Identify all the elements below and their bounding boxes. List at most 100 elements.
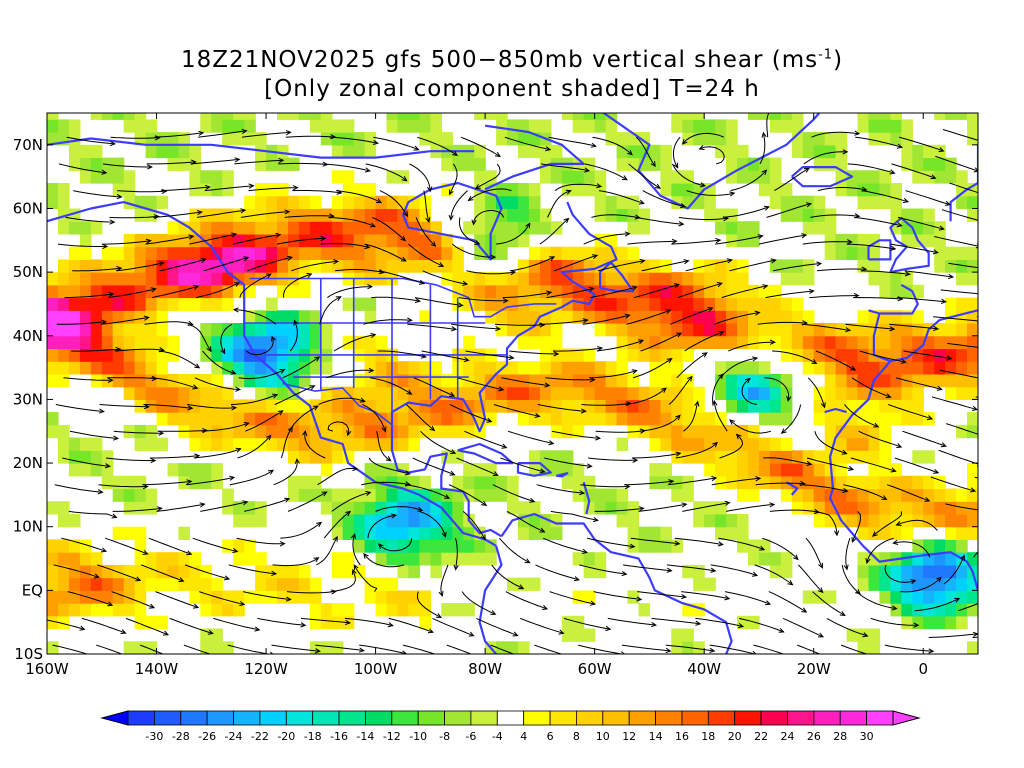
shear-cell <box>539 386 552 400</box>
streamline-arrowhead <box>675 414 681 421</box>
streamline <box>204 185 254 192</box>
shear-cell <box>737 233 749 248</box>
streamline <box>884 644 934 652</box>
streamline-arrowhead <box>100 547 108 553</box>
shear-cell <box>47 113 59 120</box>
shear-cell <box>824 412 837 426</box>
shear-cell <box>298 590 311 604</box>
shear-cell <box>167 412 180 426</box>
shear-cell <box>594 399 607 413</box>
shear-cell <box>945 501 957 515</box>
shear-cell <box>671 119 683 133</box>
shear-cell <box>342 221 355 235</box>
shear-cell <box>780 374 793 388</box>
shear-cell <box>693 564 705 579</box>
streamline <box>898 136 944 152</box>
shear-cell <box>277 424 289 439</box>
shear-cell <box>813 501 826 515</box>
colorbar-bin <box>787 710 815 726</box>
shear-cell <box>627 195 640 209</box>
streamline <box>713 400 728 432</box>
streamline-arrowhead <box>889 326 896 332</box>
shear-cell <box>68 323 81 337</box>
shear-cell <box>791 450 804 464</box>
shear-cell <box>386 603 399 617</box>
streamline-arrowhead <box>595 435 602 441</box>
shear-cell <box>550 170 563 184</box>
shear-cell <box>79 323 92 337</box>
colorbar-bin <box>707 710 736 726</box>
shear-cell <box>123 310 136 324</box>
shear-cell <box>835 183 848 197</box>
streamline <box>665 644 715 652</box>
streamline <box>111 591 155 609</box>
streamline-arrowhead <box>954 597 961 603</box>
shear-cell <box>342 399 355 413</box>
shear-cell <box>791 119 804 133</box>
shear-cell <box>408 437 420 451</box>
shear-cell <box>594 412 607 426</box>
shear-cell <box>463 526 475 540</box>
shear-cell <box>967 641 978 654</box>
shear-cell <box>846 374 859 388</box>
streamline-arrowhead <box>266 434 272 441</box>
shear-cell <box>68 335 81 350</box>
streamline <box>440 564 449 597</box>
streamline <box>547 190 571 218</box>
shear-cell <box>430 488 442 502</box>
shear-cell <box>353 297 366 311</box>
shear-cell <box>671 399 683 413</box>
shear-cell <box>463 603 475 617</box>
streamline <box>872 511 903 537</box>
shear-cell <box>638 424 651 439</box>
colorbar-bin <box>681 710 709 726</box>
shear-cell <box>58 514 70 528</box>
shear-cell <box>660 437 672 451</box>
lon-tick-label: 160W <box>25 660 69 678</box>
shear-cell <box>945 552 957 566</box>
shear-cell <box>441 132 453 146</box>
streamline <box>890 243 938 254</box>
shear-cell <box>189 246 201 260</box>
shear-cell <box>320 208 333 222</box>
streamline <box>278 162 328 165</box>
shear-cell <box>58 424 70 439</box>
streamline <box>893 541 931 558</box>
shear-cell <box>868 552 881 566</box>
shear-cell <box>452 501 464 515</box>
lon-tick-label: 80W <box>468 660 502 678</box>
shear-cell <box>430 501 442 515</box>
streamline <box>154 132 204 138</box>
colorbar-label: 22 <box>754 730 768 743</box>
shear-cell <box>463 463 475 477</box>
shear-cell <box>277 386 289 400</box>
shear-cell <box>68 590 81 604</box>
shear-cell <box>189 272 201 286</box>
streamline-arrowhead <box>833 530 840 537</box>
shear-cell <box>594 310 607 324</box>
streamline-arrowhead <box>109 219 116 225</box>
streamline <box>894 457 939 474</box>
shear-cell <box>112 259 125 273</box>
shear-cell <box>266 297 278 311</box>
shear-cell <box>879 132 891 146</box>
shear-cell <box>846 488 859 502</box>
shear-cell <box>90 310 103 324</box>
shear-cell <box>748 437 760 451</box>
shear-cell <box>704 132 716 146</box>
shear-cell <box>518 195 530 209</box>
shear-cell <box>693 119 705 133</box>
shear-cell <box>156 386 169 400</box>
shear-cell <box>726 284 738 299</box>
shear-cell <box>79 335 92 350</box>
shear-cell <box>802 450 815 464</box>
shear-cell <box>572 552 585 566</box>
shear-cell <box>934 157 946 171</box>
shear-cell <box>923 221 935 235</box>
shear-cell <box>967 361 978 375</box>
shear-cell <box>923 615 935 630</box>
streamline-arrowhead <box>724 500 731 506</box>
shear-cell <box>868 412 881 426</box>
streamline-arrowhead <box>463 357 470 363</box>
shear-cell <box>156 297 169 311</box>
